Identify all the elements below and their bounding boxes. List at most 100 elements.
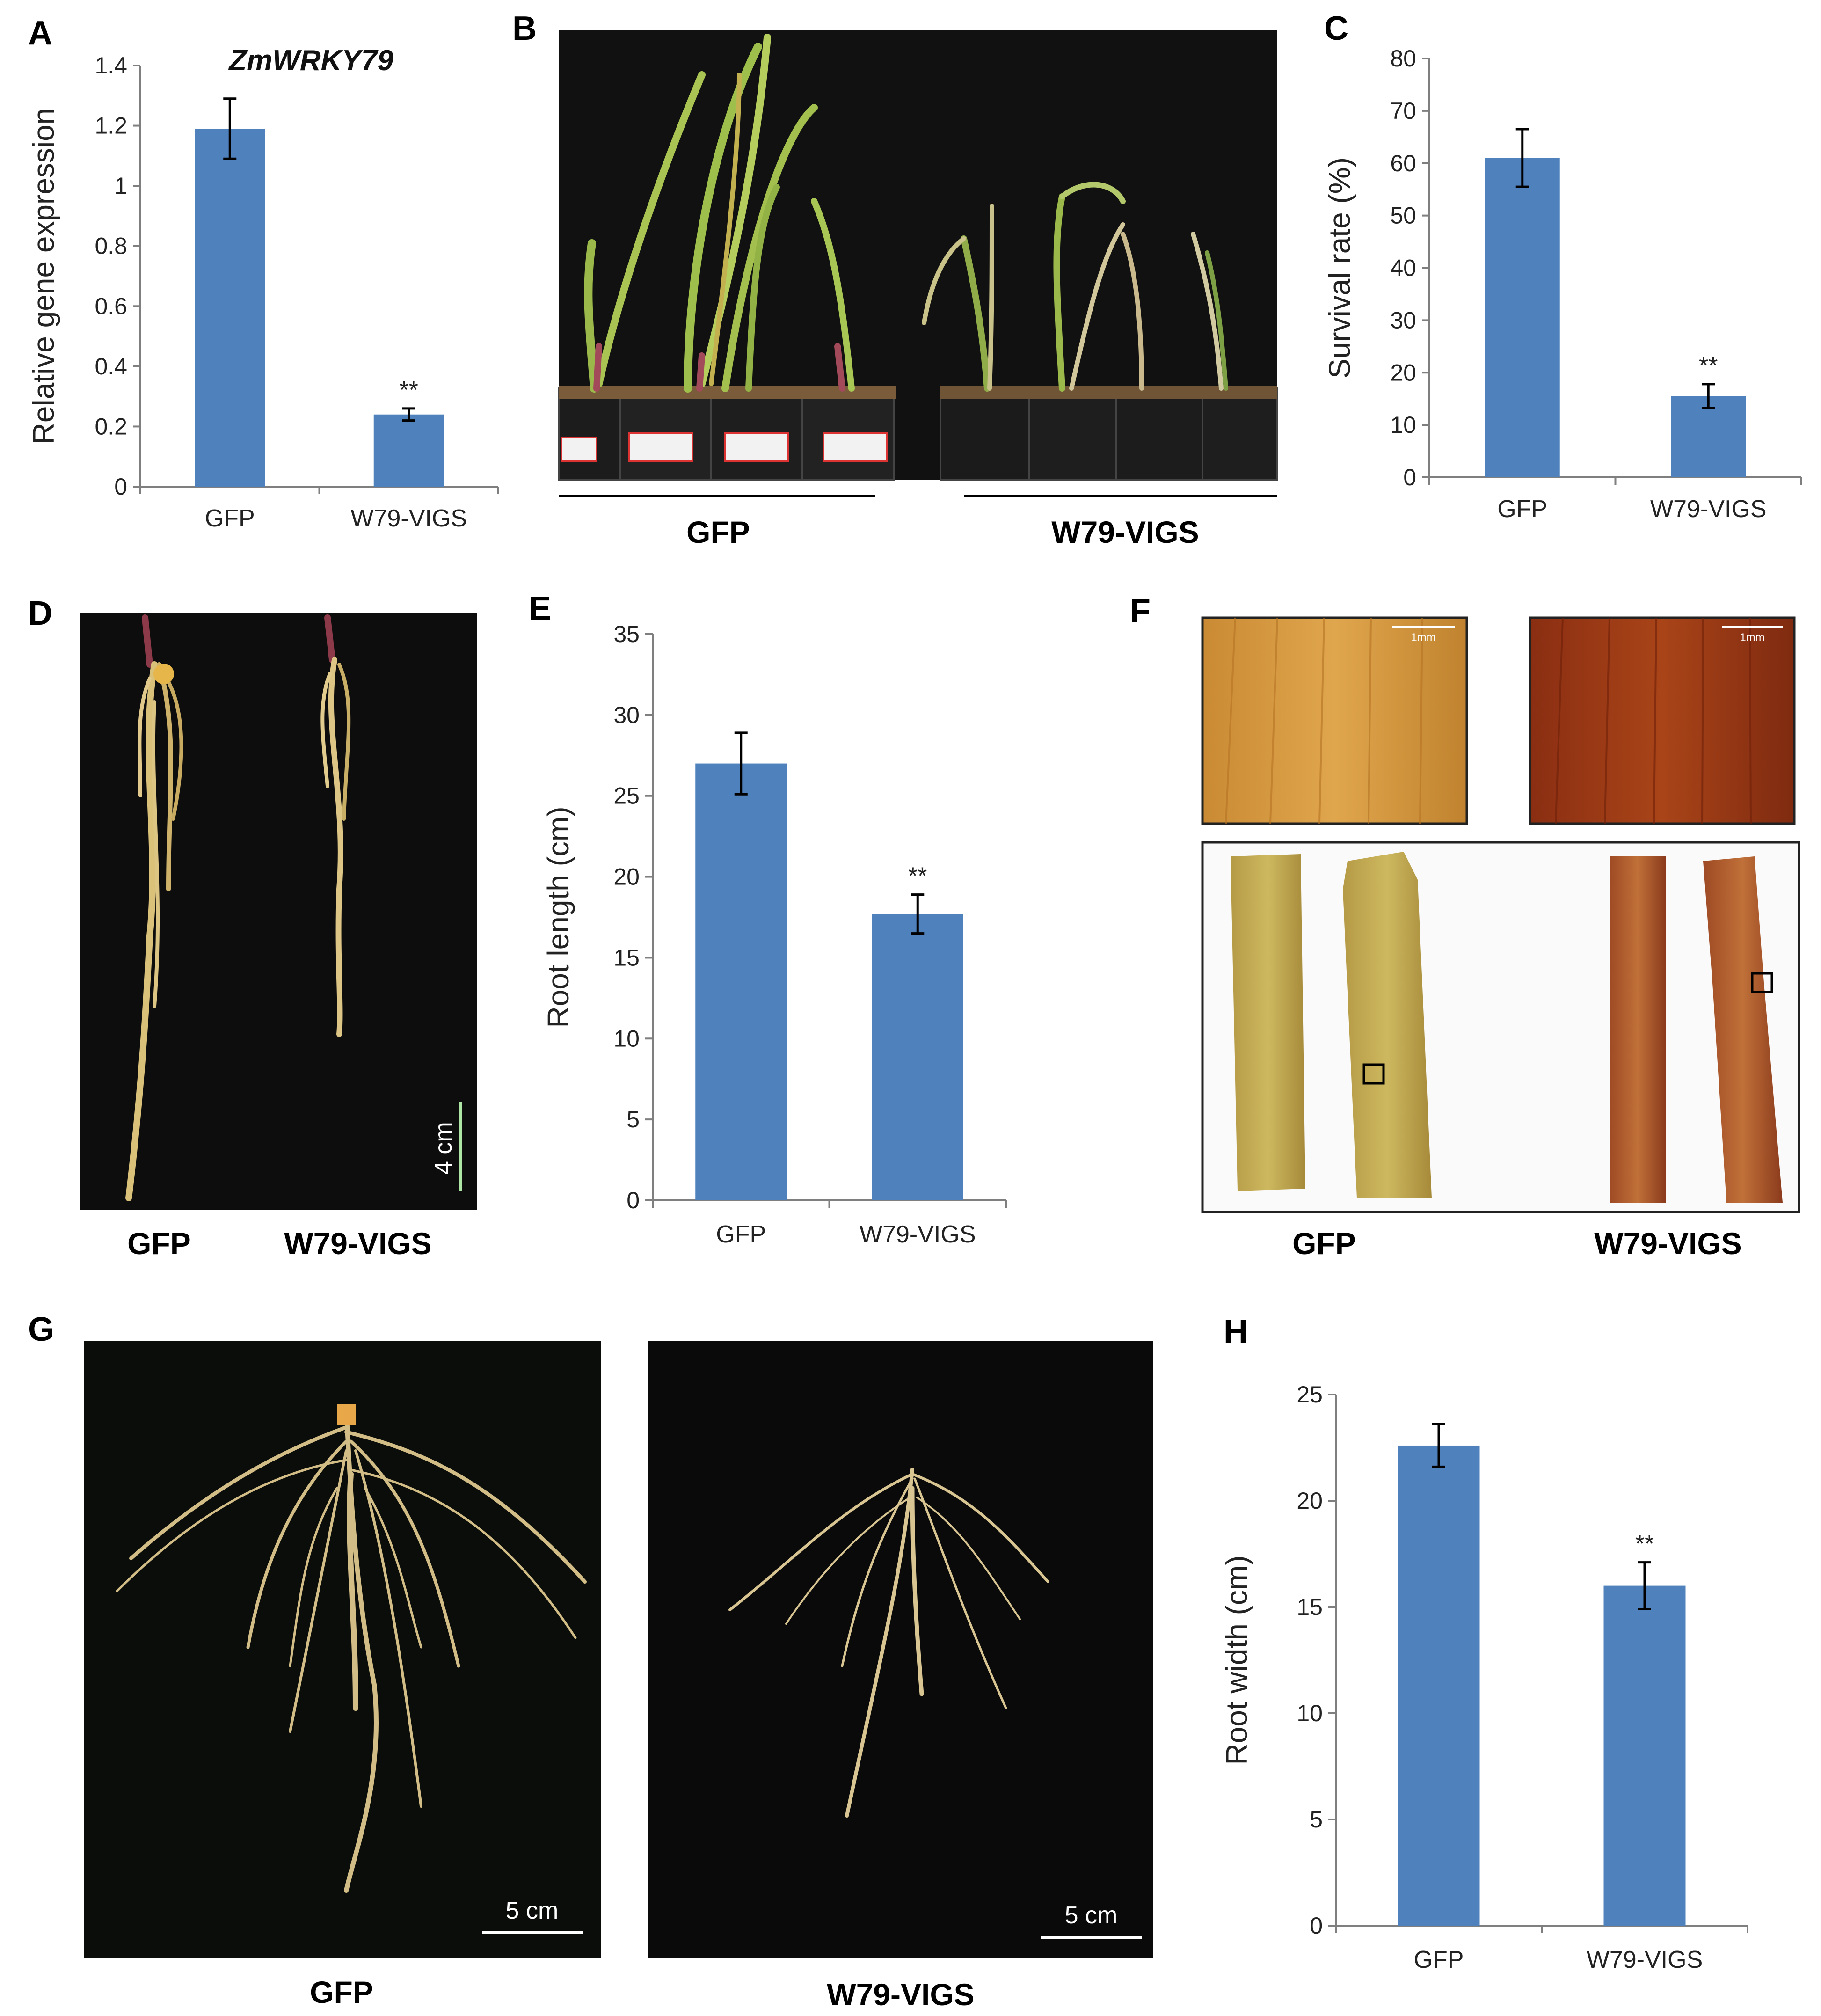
- panel-letter-d: D: [28, 595, 52, 632]
- y-tick-label: 10: [1390, 412, 1416, 438]
- micrograph-gfp: [1201, 616, 1468, 825]
- vigs-leaf-2: [1703, 856, 1783, 1203]
- y-tick-label: 5: [1310, 1806, 1323, 1833]
- y-tick-label: 15: [1297, 1594, 1323, 1620]
- y-tick-label: 5: [626, 1106, 640, 1132]
- y-tick-label: 1.4: [95, 52, 127, 79]
- panel-b-label-gfp: GFP: [686, 515, 750, 549]
- y-tick-label: 50: [1390, 203, 1416, 229]
- chart-c: C 0 10 20 30 40 50 60 70 80 GFP ** W79-VIGS Survival…: [1323, 10, 1802, 523]
- y-tick-label: 1: [114, 173, 127, 199]
- y-axis-label: Survival rate (%): [1323, 157, 1356, 379]
- panel-letter-c: C: [1324, 10, 1348, 47]
- y-tick-label: 10: [1297, 1700, 1323, 1726]
- chart-a: A 0 0.2 0.4 0.6 0.8 1 1.2 1.4 GFP ** W79-VIGS Relat…: [27, 15, 499, 532]
- vigs-root-system: [728, 1468, 1049, 1818]
- y-tick-label: 1.2: [95, 113, 127, 139]
- panel-b: B: [512, 10, 1278, 549]
- vigs-leaf-inset-marker: [1751, 972, 1773, 993]
- y-axis-label: Root length (cm): [541, 806, 575, 1028]
- panel-g-label-gfp: GFP: [310, 1975, 373, 2009]
- chart-h: H 0 5 10 15 20 25 GFP ** W79-VIGS Root width (cm): [1220, 1313, 1748, 1973]
- panel-letter-f: F: [1130, 592, 1151, 630]
- bar-gfp: [695, 763, 787, 1200]
- y-tick-label: 25: [613, 783, 640, 809]
- y-tick-label: 15: [613, 944, 640, 971]
- micrograph-gfp-scale-label: 1mm: [1411, 631, 1435, 644]
- significance-marker: **: [1635, 1531, 1654, 1558]
- panel-b-label-vigs: W79-VIGS: [1051, 515, 1199, 549]
- panel-d-label-vigs: W79-VIGS: [284, 1226, 431, 1261]
- category-label: W79-VIGS: [1587, 1946, 1703, 1973]
- gfp-leaf-2: [1343, 852, 1432, 1198]
- panel-f-label-vigs: W79-VIGS: [1594, 1226, 1741, 1261]
- panel-letter-e: E: [529, 590, 551, 628]
- category-label: GFP: [1414, 1946, 1464, 1973]
- category-label: GFP: [1497, 496, 1547, 523]
- significance-marker: **: [1699, 352, 1718, 380]
- micrograph-vigs-veins: [1555, 617, 1752, 824]
- gfp-leaf-1: [1231, 854, 1305, 1191]
- bar-gfp: [1398, 1445, 1480, 1926]
- y-tick-label: 60: [1390, 150, 1416, 176]
- scale-label-g-gfp: 5 cm: [506, 1897, 559, 1924]
- root-system-photo-gfp: [84, 1341, 601, 1958]
- pots: [558, 386, 1278, 481]
- y-tick-label: 35: [613, 621, 640, 647]
- gfp-root: [125, 614, 183, 1201]
- y-tick-label: 25: [1297, 1381, 1323, 1408]
- category-label: W79-VIGS: [1650, 496, 1767, 523]
- panel-g: G 5 cm: [28, 1311, 1153, 2012]
- gfp-root-system: [116, 1404, 587, 1893]
- chart-title: ZmWRKY79: [228, 44, 393, 77]
- significance-marker: **: [908, 863, 927, 890]
- panel-letter-h: H: [1224, 1313, 1248, 1351]
- y-tick-label: 20: [1390, 359, 1416, 386]
- category-label: GFP: [205, 505, 255, 532]
- micrograph-gfp-veins: [1225, 617, 1423, 824]
- panel-letter-g: G: [28, 1311, 54, 1348]
- gfp-seedlings: [584, 34, 855, 393]
- panel-d-label-gfp: GFP: [127, 1226, 191, 1261]
- category-label: W79-VIGS: [351, 505, 467, 532]
- chart-e: E 0 5 10 15 20 25 30 35 GFP ** W79-VIGS Root length…: [529, 590, 1007, 1248]
- bar-w79-vigs: [1671, 396, 1746, 477]
- bar-w79-vigs: [872, 914, 963, 1200]
- y-tick-label: 10: [613, 1025, 640, 1052]
- y-tick-label: 20: [1297, 1488, 1323, 1514]
- y-tick-label: 30: [613, 702, 640, 728]
- vigs-seedlings: [922, 182, 1228, 392]
- y-tick-label: 0: [1310, 1913, 1323, 1939]
- y-tick-label: 0: [1403, 464, 1416, 490]
- bar-w79-vigs: [373, 414, 444, 487]
- panel-letter-b: B: [512, 10, 537, 47]
- micrograph-vigs: [1529, 616, 1796, 825]
- y-tick-label: 0: [626, 1187, 640, 1213]
- y-tick-label: 0.2: [95, 413, 127, 439]
- y-axis-label: Root width (cm): [1220, 1555, 1253, 1765]
- category-label: W79-VIGS: [860, 1221, 976, 1248]
- bar-gfp: [195, 129, 265, 487]
- bar-gfp: [1485, 158, 1560, 477]
- panel-g-label-vigs: W79-VIGS: [827, 1977, 974, 2012]
- category-label: GFP: [716, 1221, 766, 1248]
- y-axis-label: Relative gene expression: [27, 108, 60, 445]
- panel-f: F 1mm 1mm GFP W79-VIGS: [1130, 592, 1800, 1261]
- y-tick-label: 0: [114, 474, 127, 500]
- gfp-leaf-inset-marker: [1362, 1063, 1385, 1085]
- micrograph-vigs-scale-label: 1mm: [1740, 631, 1764, 644]
- scale-label-d: 4 cm: [430, 1122, 457, 1175]
- vigs-root: [320, 614, 351, 1037]
- panel-d: D 4 cm GFP W79-VIGS: [28, 595, 477, 1261]
- root-system-photo-vigs: [648, 1341, 1153, 1958]
- y-tick-label: 40: [1390, 255, 1416, 281]
- significance-marker: **: [400, 377, 418, 404]
- y-tick-label: 80: [1390, 45, 1416, 72]
- panel-f-label-gfp: GFP: [1292, 1226, 1356, 1261]
- vigs-leaf-1: [1610, 856, 1666, 1203]
- bar-w79-vigs: [1603, 1585, 1686, 1926]
- panel-letter-a: A: [28, 15, 52, 52]
- y-tick-label: 70: [1390, 98, 1416, 124]
- scale-label-g-vigs: 5 cm: [1065, 1902, 1118, 1929]
